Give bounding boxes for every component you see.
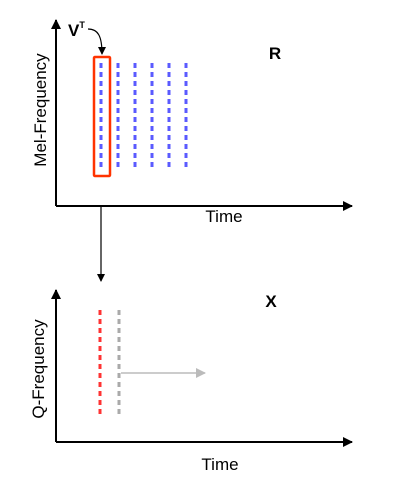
bottom-x-axis-label: Time [201, 455, 238, 474]
top-x-axis-label: Time [205, 207, 242, 226]
top-columns [101, 63, 186, 171]
top-y-axis-label: Mel-Frequency [31, 53, 50, 167]
vector-label: VT [68, 20, 85, 40]
vector-label-base: V [68, 21, 80, 40]
top-matrix-label: R [269, 44, 281, 63]
vector-pointer-arrow [88, 29, 102, 54]
bottom-plot: Q-Frequency Time X [29, 290, 352, 474]
top-plot: Mel-Frequency Time R VT [31, 20, 352, 226]
bottom-matrix-label: X [265, 292, 277, 311]
vector-label-superscript: T [79, 20, 85, 30]
bottom-y-axis-label: Q-Frequency [29, 319, 48, 419]
